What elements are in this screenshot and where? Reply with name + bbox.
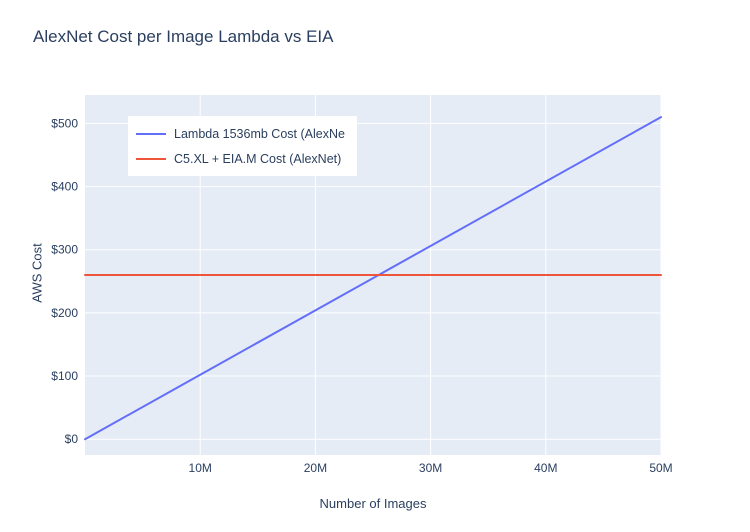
legend-line-swatch-icon: [136, 132, 166, 135]
chart-title: AlexNet Cost per Image Lambda vs EIA: [33, 27, 334, 46]
y-tick-label-300: $300: [51, 243, 78, 257]
x-tick-label-50m: 50M: [649, 461, 672, 475]
legend-line-swatch-icon: [136, 157, 166, 160]
x-tick-label-20m: 20M: [304, 461, 327, 475]
y-tick-label-500: $500: [51, 116, 78, 130]
y-tick-label-0: $0: [65, 432, 79, 446]
y-tick-label-100: $100: [51, 369, 78, 383]
legend-item-lambda-1536mb-cost-alexne[interactable]: Lambda 1536mb Cost (AlexNe: [136, 121, 345, 146]
x-tick-label-40m: 40M: [534, 461, 557, 475]
legend-item-c5-xl-eia-m-cost-alexnet[interactable]: C5.XL + EIA.M Cost (AlexNet): [136, 146, 345, 171]
y-axis-label: AWS Cost: [29, 243, 45, 303]
y-tick-label-200: $200: [51, 306, 78, 320]
legend-item-label: Lambda 1536mb Cost (AlexNe: [174, 126, 345, 141]
x-tick-label-10m: 10M: [189, 461, 212, 475]
series-line-lambda-1536mb-cost-alexne: [84, 116, 662, 441]
x-tick-label-30m: 30M: [419, 461, 442, 475]
x-axis-label: Number of Images: [319, 496, 427, 511]
y-tick-label-400: $400: [51, 180, 78, 194]
legend: Lambda 1536mb Cost (AlexNe C5.XL + EIA.M …: [128, 116, 357, 176]
legend-item-label: C5.XL + EIA.M Cost (AlexNet): [174, 151, 342, 166]
